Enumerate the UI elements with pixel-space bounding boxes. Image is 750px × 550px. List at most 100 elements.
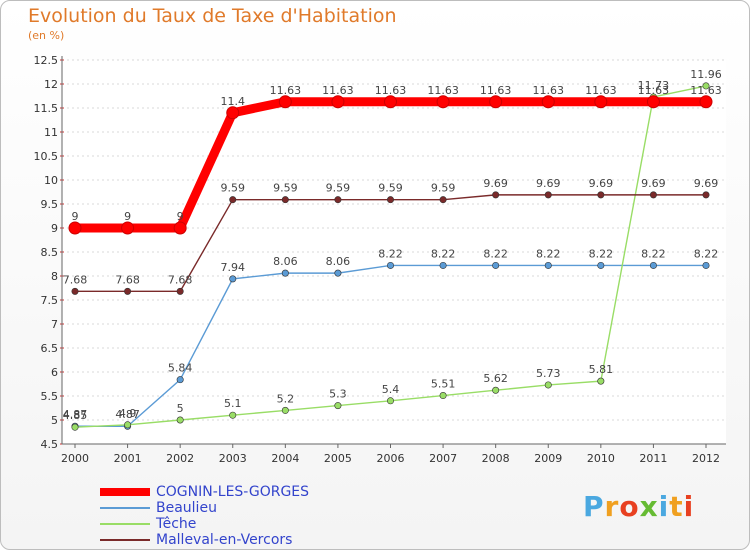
chart-title: Evolution du Taux de Taxe d'Habitation xyxy=(28,5,397,27)
logo-letter: t xyxy=(669,490,684,523)
data-label: 11.63 xyxy=(638,84,670,97)
data-point xyxy=(489,95,503,109)
x-tick-label: 2005 xyxy=(324,452,352,465)
data-point xyxy=(71,423,79,431)
data-label: 9.59 xyxy=(378,182,403,195)
data-label: 11.63 xyxy=(585,84,617,97)
data-label: 5.4 xyxy=(382,383,400,396)
legend-item-malleval: Malleval-en-Vercors xyxy=(100,532,360,548)
y-tick-label: 5.5 xyxy=(41,390,59,403)
data-label: 9.59 xyxy=(326,182,351,195)
y-tick-label: 5 xyxy=(51,414,58,427)
y-tick-label: 9 xyxy=(51,222,58,235)
y-tick-label: 6.5 xyxy=(41,342,59,355)
data-point xyxy=(544,381,552,389)
data-label: 5.62 xyxy=(483,372,508,385)
data-label: 8.22 xyxy=(694,247,719,260)
data-label: 8.22 xyxy=(589,247,614,260)
data-point xyxy=(386,261,394,269)
data-label: 11.63 xyxy=(480,84,512,97)
data-label: 4.87 xyxy=(115,408,140,421)
data-point xyxy=(334,196,342,204)
data-point xyxy=(334,269,342,277)
x-tick-label: 2003 xyxy=(219,452,247,465)
x-tick-label: 2001 xyxy=(114,452,142,465)
data-label: 9.69 xyxy=(589,177,614,190)
data-point xyxy=(597,377,605,385)
logo-letter: r xyxy=(604,490,620,523)
data-label: 5.3 xyxy=(329,388,347,401)
y-tick-label: 12 xyxy=(44,78,58,91)
data-label: 11.63 xyxy=(533,84,565,97)
data-label: 9 xyxy=(124,210,131,223)
data-label: 7.68 xyxy=(168,273,193,286)
data-point xyxy=(439,392,447,400)
data-label: 8.22 xyxy=(641,247,666,260)
legend: COGNIN-LES-GORGES Beaulieu Têche Malleva… xyxy=(100,484,360,548)
data-point xyxy=(649,191,657,199)
data-point xyxy=(544,191,552,199)
data-point xyxy=(439,196,447,204)
x-tick-label: 2011 xyxy=(639,452,667,465)
legend-label-malleval: Malleval-en-Vercors xyxy=(156,532,293,548)
data-label: 4.87 xyxy=(63,408,88,421)
y-tick-label: 10 xyxy=(44,174,58,187)
data-point xyxy=(492,191,500,199)
logo-letter: i xyxy=(683,490,695,523)
data-point xyxy=(439,261,447,269)
x-tick-label: 2012 xyxy=(692,452,720,465)
y-tick-label: 6 xyxy=(51,366,58,379)
data-label: 9.69 xyxy=(536,177,561,190)
data-label: 9 xyxy=(72,210,79,223)
data-point xyxy=(71,287,79,295)
data-label: 8.22 xyxy=(378,247,403,260)
data-point xyxy=(544,261,552,269)
data-point xyxy=(176,376,184,384)
data-label: 11.63 xyxy=(690,84,722,97)
data-point xyxy=(492,261,500,269)
data-label: 11.63 xyxy=(375,84,407,97)
y-axis-unit: (en %) xyxy=(28,29,65,42)
data-label: 9.69 xyxy=(641,177,666,190)
data-label: 8.22 xyxy=(536,247,561,260)
data-label: 5.51 xyxy=(431,378,456,391)
data-point xyxy=(386,196,394,204)
logo-letter: P xyxy=(583,490,605,523)
data-point xyxy=(436,95,450,109)
legend-swatch-cognin xyxy=(100,488,150,496)
x-tick-label: 2006 xyxy=(377,452,405,465)
data-point xyxy=(121,221,135,235)
y-tick-label: 8.5 xyxy=(41,246,59,259)
y-tick-label: 11.5 xyxy=(34,102,59,115)
data-point xyxy=(281,269,289,277)
x-tick-label: 2002 xyxy=(166,452,194,465)
data-point xyxy=(278,95,292,109)
data-label: 11.63 xyxy=(322,84,354,97)
data-point xyxy=(176,287,184,295)
data-label: 7.68 xyxy=(115,273,140,286)
data-point xyxy=(597,191,605,199)
data-point xyxy=(281,196,289,204)
data-point xyxy=(124,287,132,295)
data-label: 5.2 xyxy=(277,392,295,405)
data-label: 8.06 xyxy=(273,255,298,268)
data-label: 11.4 xyxy=(221,95,246,108)
data-label: 4.9 xyxy=(119,407,137,420)
data-label: 8.06 xyxy=(326,255,351,268)
data-label: 7.68 xyxy=(63,273,88,286)
data-label: 7.94 xyxy=(221,261,246,274)
data-label: 9.59 xyxy=(273,182,298,195)
data-point xyxy=(229,411,237,419)
y-tick-label: 7.5 xyxy=(41,294,59,307)
x-tick-label: 2008 xyxy=(482,452,510,465)
data-point xyxy=(229,196,237,204)
data-point xyxy=(384,95,397,109)
y-tick-label: 10.5 xyxy=(34,150,59,163)
y-tick-label: 8 xyxy=(51,270,58,283)
legend-label-beaulieu: Beaulieu xyxy=(156,500,217,516)
data-point xyxy=(229,275,237,283)
data-point xyxy=(702,82,710,90)
data-point xyxy=(176,416,184,424)
data-label: 9.59 xyxy=(431,182,456,195)
